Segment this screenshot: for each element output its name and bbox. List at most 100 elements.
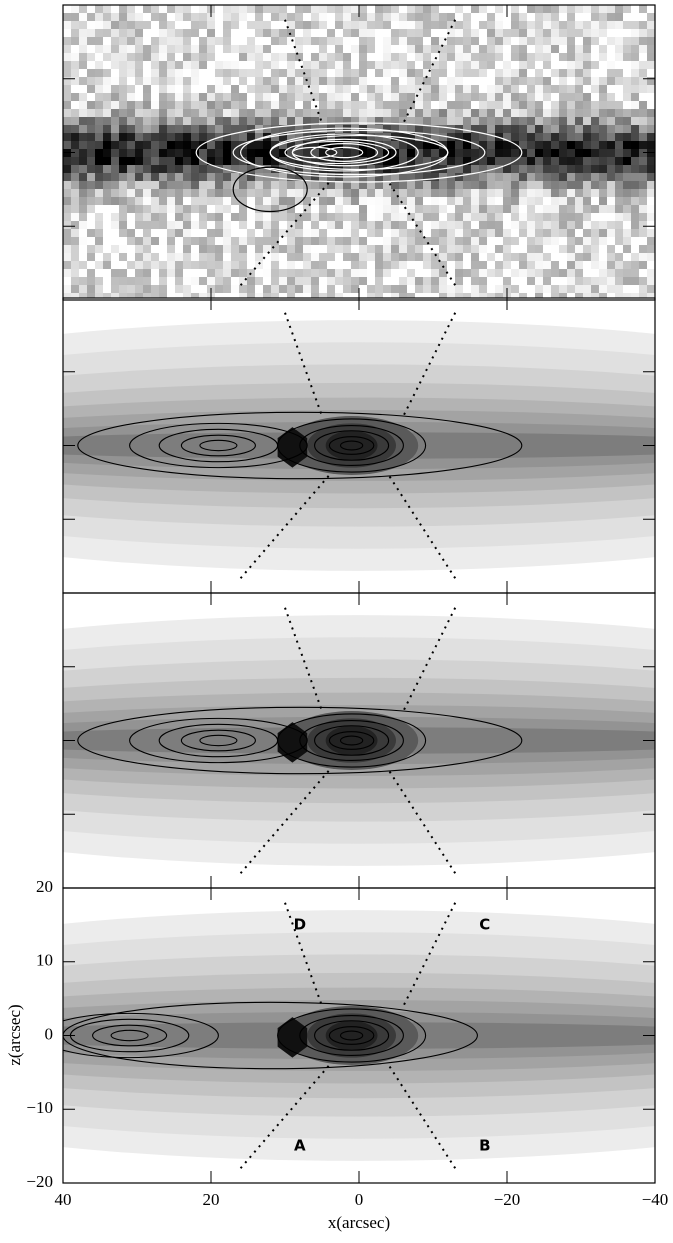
- pixel: [111, 109, 119, 117]
- pixel: [231, 253, 239, 261]
- pixel: [463, 285, 471, 293]
- pixel: [295, 61, 303, 69]
- pixel: [87, 149, 95, 157]
- pixel: [535, 293, 543, 298]
- pixel: [495, 293, 503, 298]
- pixel: [247, 93, 255, 101]
- pixel: [79, 245, 87, 253]
- pixel: [447, 237, 455, 245]
- pixel: [231, 293, 239, 298]
- pixel: [591, 149, 599, 157]
- pixel: [391, 109, 399, 117]
- pixel: [79, 237, 87, 245]
- pixel: [159, 13, 167, 21]
- pixel: [527, 85, 535, 93]
- pixel: [447, 69, 455, 77]
- pixel: [455, 85, 463, 93]
- pixel: [447, 221, 455, 229]
- pixel: [351, 149, 359, 157]
- pixel: [271, 141, 279, 149]
- pixel: [167, 117, 175, 125]
- pixel: [439, 53, 447, 61]
- pixel: [287, 261, 295, 269]
- pixel: [623, 109, 631, 117]
- pixel: [543, 109, 551, 117]
- pixel: [567, 237, 575, 245]
- pixel: [447, 229, 455, 237]
- pixel: [511, 93, 519, 101]
- pixel: [535, 165, 543, 173]
- pixel: [519, 37, 527, 45]
- pixel: [175, 21, 183, 29]
- pixel: [495, 165, 503, 173]
- pixel: [127, 141, 135, 149]
- pixel: [423, 197, 431, 205]
- pixel: [631, 117, 639, 125]
- pixel: [575, 277, 583, 285]
- pixel: [463, 109, 471, 117]
- pixel: [535, 93, 543, 101]
- pixel: [495, 61, 503, 69]
- pixel: [575, 69, 583, 77]
- pixel: [559, 45, 567, 53]
- pixel: [247, 133, 255, 141]
- pixel: [567, 13, 575, 21]
- pixel: [551, 85, 559, 93]
- pixel: [143, 133, 151, 141]
- pixel: [351, 205, 359, 213]
- pixel: [391, 229, 399, 237]
- pixel: [151, 253, 159, 261]
- pixel: [463, 237, 471, 245]
- pixel: [455, 133, 463, 141]
- pixel: [375, 173, 383, 181]
- pixel: [167, 189, 175, 197]
- pixel: [487, 125, 495, 133]
- pixel: [479, 133, 487, 141]
- pixel: [431, 61, 439, 69]
- pixel: [423, 205, 431, 213]
- pixel: [207, 61, 215, 69]
- pixel: [575, 77, 583, 85]
- pixel: [487, 277, 495, 285]
- pixel: [231, 85, 239, 93]
- pixel: [79, 45, 87, 53]
- pixel: [223, 117, 231, 125]
- pixel: [151, 229, 159, 237]
- pixel: [487, 77, 495, 85]
- pixel: [567, 261, 575, 269]
- pixel: [63, 253, 71, 261]
- pixel: [543, 205, 551, 213]
- pixel: [647, 189, 655, 197]
- pixel: [239, 69, 247, 77]
- pixel: [431, 21, 439, 29]
- pixel: [631, 229, 639, 237]
- pixel: [263, 101, 271, 109]
- pixel: [239, 293, 247, 298]
- pixel: [263, 69, 271, 77]
- pixel: [391, 117, 399, 125]
- pixel: [647, 101, 655, 109]
- pixel: [287, 165, 295, 173]
- pixel: [271, 53, 279, 61]
- pixel: [583, 69, 591, 77]
- pixel: [527, 117, 535, 125]
- pixel: [239, 13, 247, 21]
- pixel: [71, 181, 79, 189]
- pixel: [439, 69, 447, 77]
- pixel: [351, 221, 359, 229]
- pixel: [359, 261, 367, 269]
- pixel: [223, 277, 231, 285]
- pixel: [295, 261, 303, 269]
- pixel: [511, 85, 519, 93]
- pixel: [583, 149, 591, 157]
- pixel: [399, 293, 407, 298]
- pixel: [543, 125, 551, 133]
- pixel: [591, 37, 599, 45]
- pixel: [647, 245, 655, 253]
- pixel: [175, 213, 183, 221]
- pixel: [479, 197, 487, 205]
- pixel: [535, 181, 543, 189]
- pixel: [415, 53, 423, 61]
- pixel: [279, 173, 287, 181]
- pixel: [135, 29, 143, 37]
